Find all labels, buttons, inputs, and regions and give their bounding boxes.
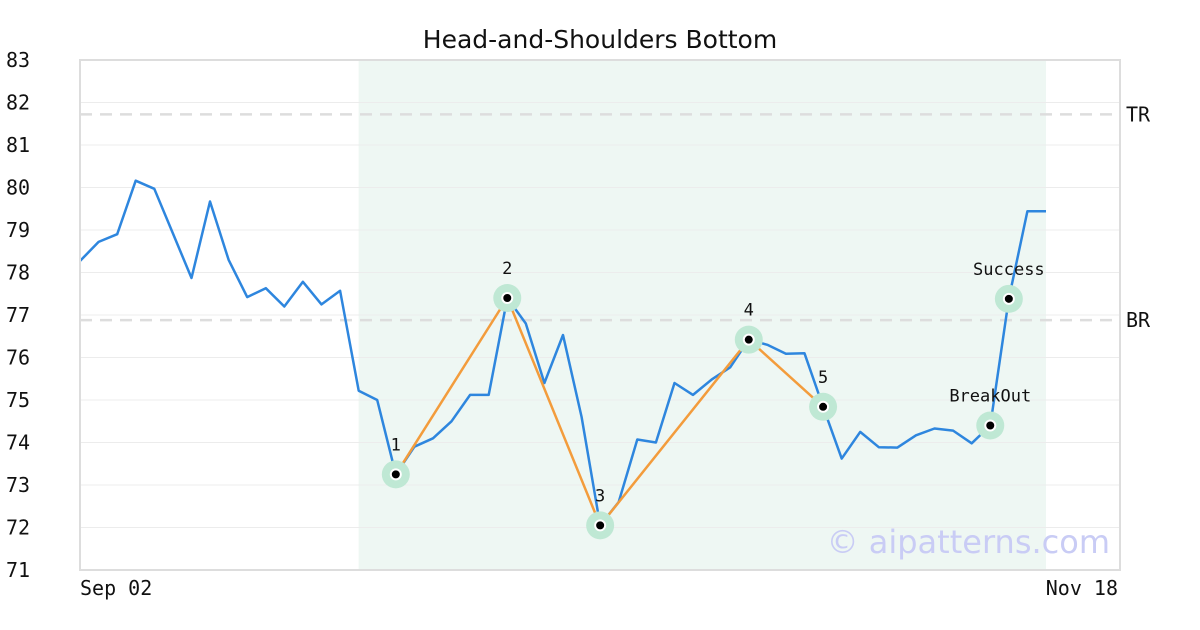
point-label-1: 1 [391, 435, 401, 455]
y-tick-label: 74 [6, 431, 30, 455]
y-tick-label: 72 [6, 516, 30, 540]
y-tick-label: 78 [6, 261, 30, 285]
pattern-points: 1 2 3 4 5 BreakOut Success [381, 259, 1045, 540]
point-label-3: 3 [595, 486, 605, 506]
x-tick-label: Sep 02 [80, 576, 152, 600]
point-label-2: 2 [502, 259, 512, 279]
y-axis-ticks: 71 72 73 74 75 76 77 78 79 80 81 82 83 [6, 48, 30, 582]
y-tick-label: 83 [6, 48, 30, 72]
y-tick-label: 77 [6, 303, 30, 327]
level-lines: TR BR [80, 102, 1151, 332]
pattern-point-success: Success [973, 260, 1045, 313]
point-label-breakout: BreakOut [949, 387, 1031, 407]
chart-title: Head-and-Shoulders Bottom [423, 25, 777, 54]
y-tick-label: 80 [6, 176, 30, 200]
level-label-br: BR [1126, 308, 1151, 332]
marker-dot [1002, 292, 1015, 305]
y-tick-label: 75 [6, 388, 30, 412]
x-tick-label: Nov 18 [1046, 576, 1118, 600]
pattern-point-5: 5 [809, 368, 838, 421]
level-label-tr: TR [1126, 102, 1151, 126]
y-tick-label: 81 [6, 133, 30, 157]
y-tick-label: 73 [6, 473, 30, 497]
y-tick-label: 76 [6, 346, 30, 370]
marker-dot [501, 292, 514, 304]
pattern-point-2: 2 [493, 259, 522, 312]
point-label-5: 5 [818, 368, 828, 388]
marker-dot [594, 519, 607, 532]
pattern-point-4: 4 [734, 301, 763, 354]
watermark: © aipatterns.com [827, 523, 1110, 561]
point-label-4: 4 [744, 301, 754, 321]
price-series [79, 179, 1046, 527]
pattern-point-1: 1 [381, 435, 410, 489]
x-axis-ticks: Sep 02 Nov 18 [80, 576, 1118, 600]
y-tick-label: 71 [6, 558, 30, 582]
pattern-point-breakout: BreakOut [949, 387, 1031, 440]
pattern-point-3: 3 [586, 486, 615, 540]
y-tick-label: 82 [6, 91, 30, 115]
y-tick-label: 79 [6, 218, 30, 242]
marker-dot [742, 333, 755, 346]
marker-dot [389, 468, 402, 481]
point-label-success: Success [973, 260, 1045, 280]
plot-frame [79, 59, 1121, 571]
marker-dot [817, 400, 830, 413]
marker-dot [984, 419, 997, 432]
price-line [79, 179, 1046, 527]
